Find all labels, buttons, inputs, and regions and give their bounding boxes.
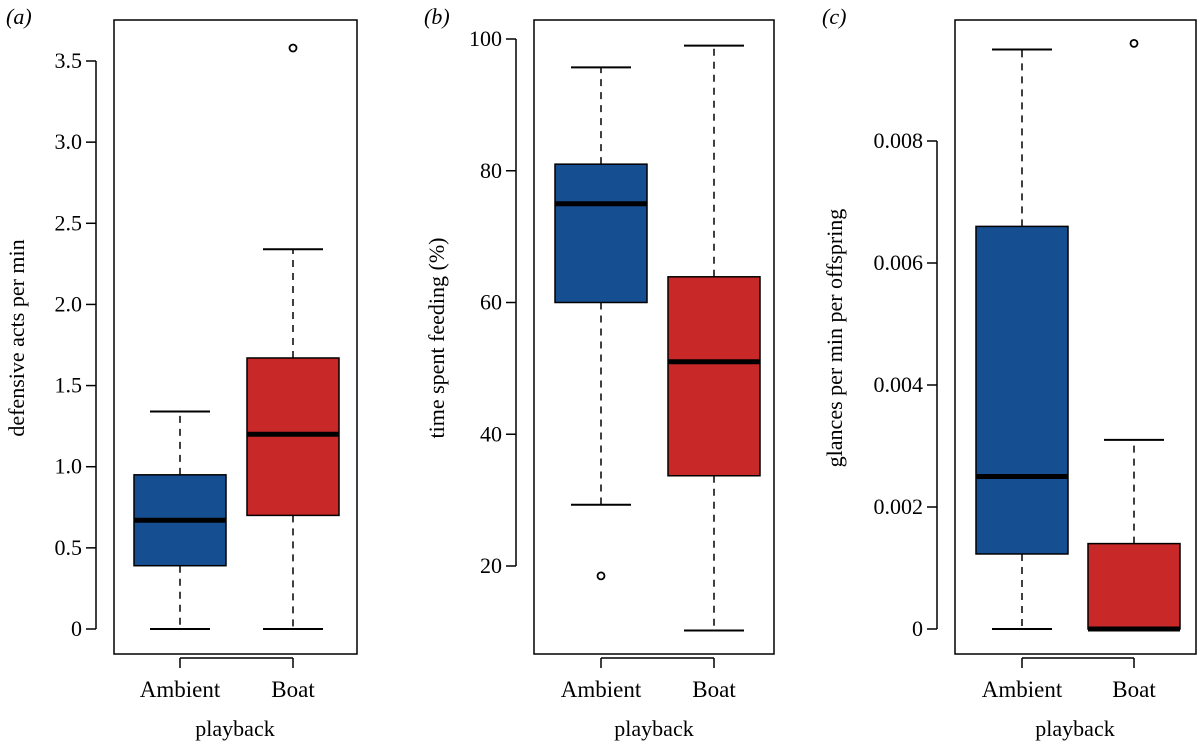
y-axis-title: time spent feeding (%) [424, 238, 449, 439]
iqr-box [975, 225, 1069, 555]
y-tick-label: 0.006 [874, 250, 924, 275]
box-boat [667, 44, 761, 632]
x-axis-title: playback [614, 716, 693, 741]
y-tick-label: 0.008 [874, 128, 924, 153]
y-tick-label: 20 [480, 553, 502, 578]
panel-a: (a) defensive acts per min playback 0 0.5 1.0… [4, 4, 358, 741]
y-tick-label: 1.0 [55, 454, 83, 479]
y-tick-label: 1.5 [55, 373, 83, 398]
y-tick-label: 80 [480, 158, 502, 183]
plot-frame [113, 19, 358, 655]
panel-b: (b) time spent feeding (%) playback 20 40 60 8… [424, 4, 775, 741]
y-tick-label: 2.0 [55, 291, 83, 316]
x-tick-label: Boat [1112, 677, 1156, 702]
box-boat [1087, 39, 1181, 632]
x-axis-title: playback [1035, 716, 1114, 741]
panel-label: (b) [424, 4, 450, 29]
iqr-box [554, 163, 648, 304]
x-tick-label: Ambient [140, 677, 221, 702]
outlier-point [1129, 39, 1139, 48]
y-tick-label: 3.0 [55, 129, 83, 154]
x-tick-label: Ambient [561, 677, 642, 702]
iqr-box [667, 276, 761, 477]
outlier-point [288, 43, 298, 53]
plot-frame [533, 19, 775, 655]
y-tick-label: 3.5 [55, 48, 83, 73]
panel-label: (a) [6, 4, 32, 29]
x-tick-label: Ambient [982, 677, 1063, 702]
iqr-box [1087, 542, 1181, 630]
y-axis-title: glances per min per offspring [822, 209, 847, 468]
y-tick-label: 60 [480, 290, 502, 315]
y-axis-title: defensive acts per min [4, 239, 29, 436]
y-tick-label: 0.004 [874, 372, 924, 397]
box-ambient [133, 410, 227, 630]
y-tick-label: 0 [912, 616, 923, 641]
box-ambient [554, 66, 648, 581]
box-boat [246, 43, 340, 630]
y-tick-label: 0 [71, 616, 82, 641]
y-tick-label: 0.002 [874, 494, 924, 519]
outlier-point [596, 571, 606, 581]
x-tick-label: Boat [692, 677, 736, 702]
box-ambient [975, 48, 1069, 630]
y-tick-label: 0.5 [55, 535, 83, 560]
x-axis-title: playback [195, 716, 274, 741]
panel-label: (c) [822, 4, 846, 29]
y-tick-label: 100 [469, 26, 502, 51]
y-tick-label: 2.5 [55, 210, 83, 235]
x-tick-label: Boat [271, 677, 315, 702]
y-tick-label: 40 [480, 421, 502, 446]
plot-frame [954, 19, 1197, 655]
panel-c: (c) glances per min per offspring playback… [822, 4, 1197, 741]
